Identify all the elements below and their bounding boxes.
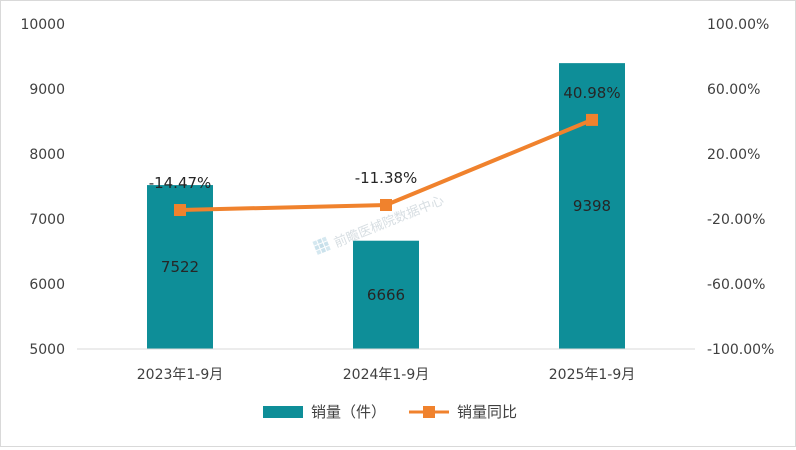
bar-value-label: 6666 xyxy=(367,286,405,304)
left-axis-tick-label: 8000 xyxy=(29,147,65,163)
line-value-label: -11.38% xyxy=(355,169,418,187)
line-marker xyxy=(586,113,598,126)
category-label: 2023年1-9月 xyxy=(137,367,224,383)
left-axis-tick-label: 5000 xyxy=(29,342,65,358)
bar xyxy=(559,63,625,349)
watermark-logo-icon xyxy=(312,236,331,255)
right-axis-tick-label: -60.00% xyxy=(707,277,765,293)
right-axis-tick-label: 20.00% xyxy=(707,147,760,163)
right-axis-tick-label: 100.00% xyxy=(707,17,769,33)
legend-bar-label: 销量（件） xyxy=(311,403,386,421)
legend-bar-swatch xyxy=(263,406,303,418)
left-axis-tick-label: 9000 xyxy=(29,82,65,98)
category-label: 2024年1-9月 xyxy=(343,367,430,383)
line-marker xyxy=(174,204,186,217)
right-axis-tick-label: 60.00% xyxy=(707,82,760,98)
line-value-label: -14.47% xyxy=(149,174,212,192)
x-axis-ticks: 2023年1-9月 2024年1-9月 2025年1-9月 xyxy=(137,367,636,383)
left-axis-tick-label: 7000 xyxy=(29,212,65,228)
line-value-label: 40.98% xyxy=(563,84,620,102)
bar xyxy=(353,240,419,349)
yoy-line xyxy=(179,118,593,213)
legend: 销量（件） 销量同比 xyxy=(263,403,517,421)
left-axis-tick-label: 10000 xyxy=(20,17,65,33)
bar-value-label: 9398 xyxy=(573,197,611,215)
legend-line-label: 销量同比 xyxy=(457,403,517,421)
line-marker xyxy=(380,198,392,211)
right-axis-tick-label: -20.00% xyxy=(707,212,765,228)
bar-series: 7522 6666 9398 xyxy=(147,63,625,349)
legend-line-marker xyxy=(423,406,435,418)
left-axis-tick-label: 6000 xyxy=(29,277,65,293)
right-axis-tick-label: -100.00% xyxy=(707,342,774,358)
right-axis-ticks: -100.00% -60.00% -20.00% 20.00% 60.00% 100.00… xyxy=(707,17,774,358)
bar-value-label: 7522 xyxy=(161,258,199,276)
left-axis-ticks: 5000 6000 7000 8000 9000 10000 xyxy=(20,17,65,358)
category-label: 2025年1-9月 xyxy=(549,367,636,383)
line-series: -14.47% -11.38% 40.98% xyxy=(149,84,621,217)
